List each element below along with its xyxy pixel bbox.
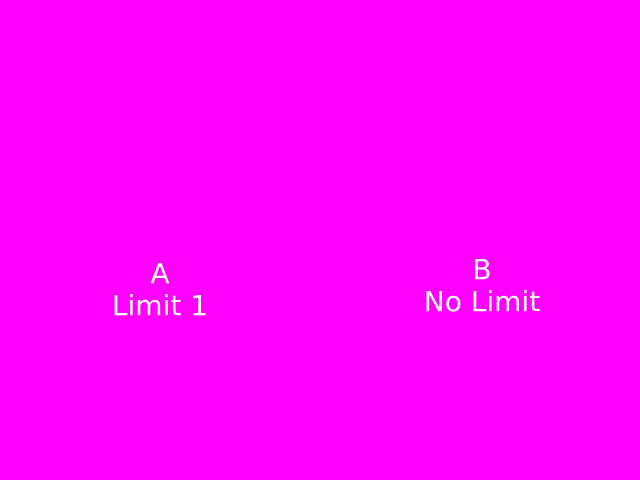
option-b-caption: No Limit [423, 285, 541, 318]
option-b[interactable]: B No Limit [412, 254, 552, 318]
option-a-caption: Limit 1 [111, 289, 209, 322]
option-a-letter: A [150, 257, 170, 290]
option-a[interactable]: A Limit 1 [100, 258, 220, 322]
option-b-letter: B [472, 253, 492, 286]
